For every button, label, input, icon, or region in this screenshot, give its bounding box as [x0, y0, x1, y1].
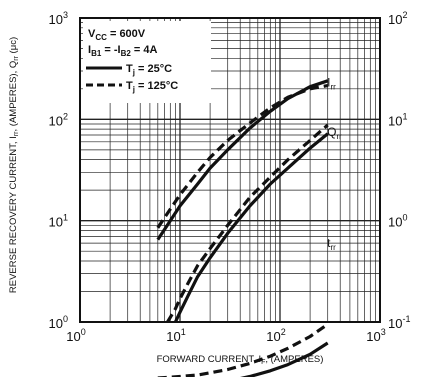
x-tick-label: 102 [266, 327, 285, 344]
series-line-solid [240, 341, 329, 377]
y-tick-label: 101 [49, 213, 68, 230]
legend-background [83, 21, 211, 103]
x-tick-label: 103 [366, 327, 385, 344]
series-line-solid [156, 79, 329, 241]
curve-label-irr: Irr [327, 76, 336, 92]
legend: VCC = 600V IB1 = -IB2 = 4A Tj = 25°C Tj … [83, 21, 211, 103]
legend-entry-125c: Tj = 125°C [126, 80, 178, 94]
curve-label-qrr: Qrr [327, 125, 342, 141]
y-tick-label: 100 [49, 314, 68, 331]
y-axis-label: REVERSE RECOVERY CURRENT, Irr, (AMPERES)… [8, 37, 20, 293]
series-line-dashed [166, 123, 329, 323]
curve-label-trr: trr [327, 236, 336, 252]
y2-tick-label: 10-1 [388, 314, 410, 331]
x-axis-label: FORWARD CURRENT, IF, (AMPERES) [157, 354, 324, 366]
legend-condition-vcc: VCC = 600V [88, 28, 146, 42]
series-group [156, 79, 329, 377]
legend-condition-ib: IB1 = -IB2 = 4A [88, 44, 157, 58]
legend-entry-25c: Tj = 25°C [126, 63, 172, 77]
y-tick-label: 102 [49, 111, 68, 128]
x-tick-label: 101 [166, 327, 185, 344]
y2-tick-label: 100 [388, 213, 407, 230]
y2-tick-label: 102 [388, 10, 407, 27]
y2-tick-label: 101 [388, 111, 407, 128]
plot-frame [79, 17, 381, 323]
x-tick-label: 100 [66, 327, 85, 344]
series-line-solid [173, 132, 329, 323]
series-line-dashed [156, 84, 328, 229]
y-tick-label: 103 [49, 10, 68, 27]
